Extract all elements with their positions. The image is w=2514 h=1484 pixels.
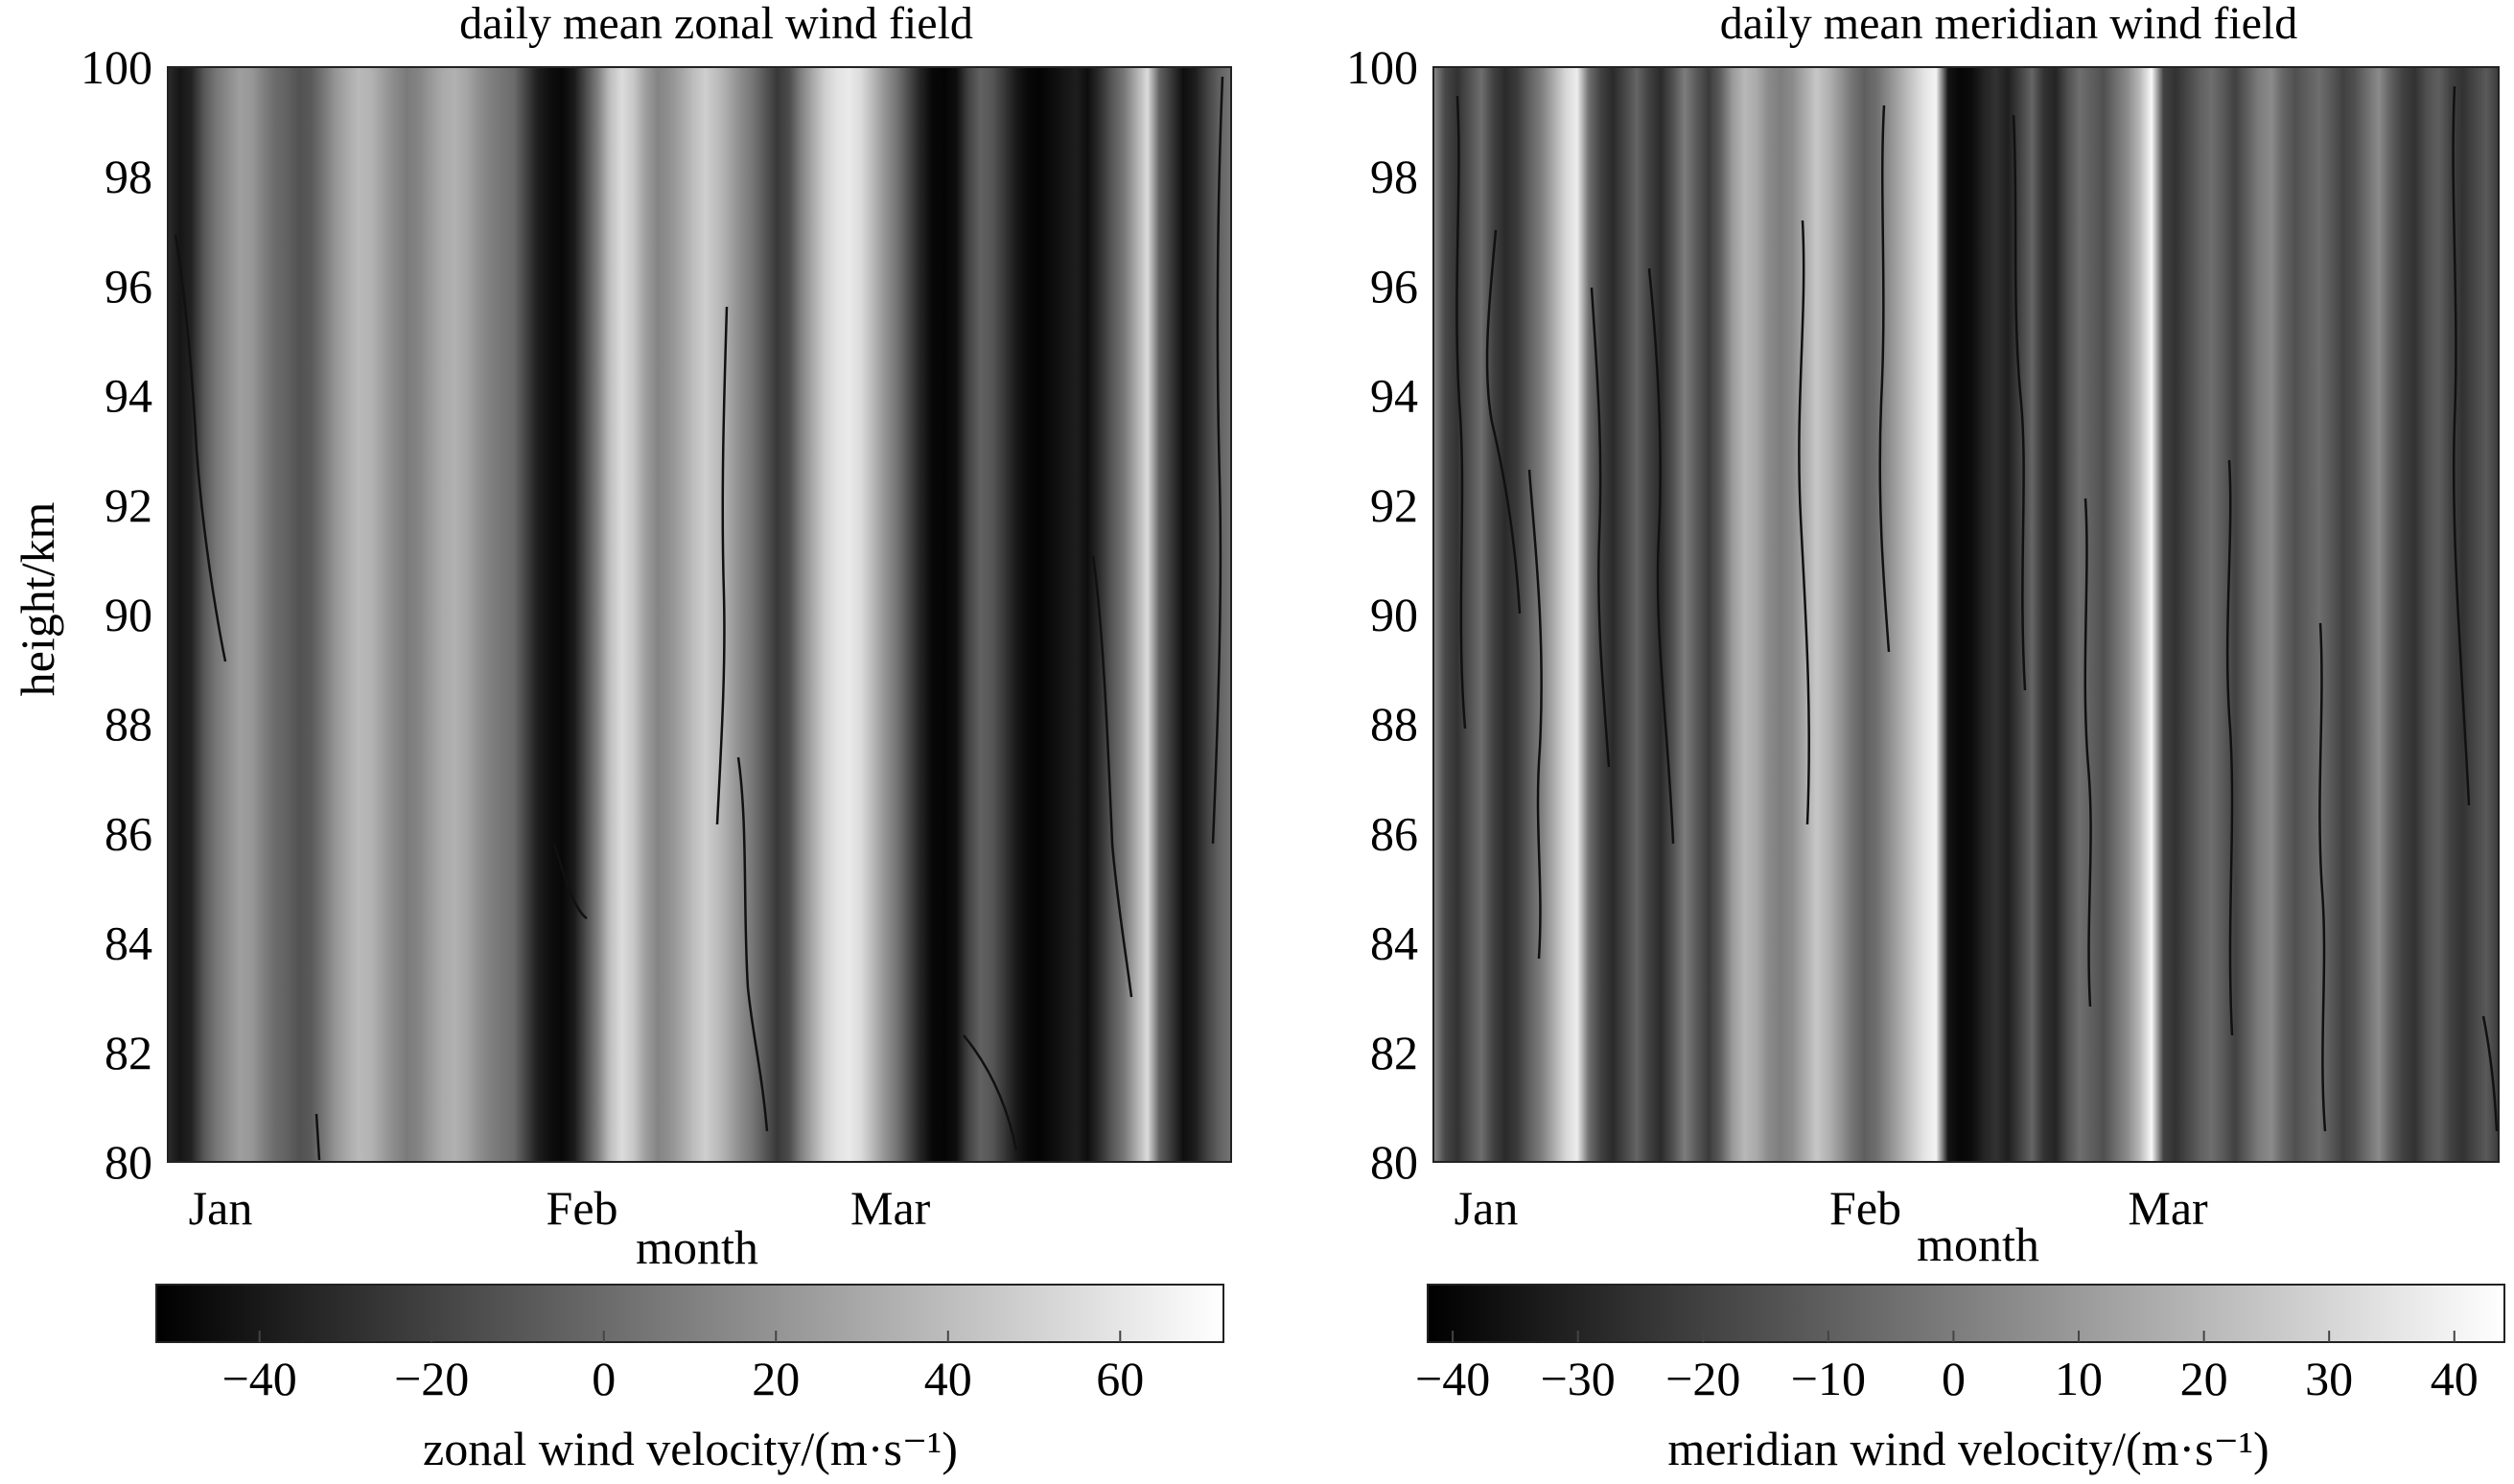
zonal-colorbar-tick-label: 60 <box>1096 1352 1144 1405</box>
zonal-contour-line <box>174 234 227 662</box>
meridian-colorbar-tick-label: 40 <box>2431 1352 2479 1405</box>
meridian-panel: daily mean meridian wind field 100989694… <box>1346 0 2505 1475</box>
zonal-plot-frame <box>167 66 1232 1163</box>
meridian-contour-line <box>2481 1015 2499 1132</box>
zonal-contour-line <box>736 756 769 1132</box>
meridian-y-tick-label: 84 <box>1370 916 1418 970</box>
zonal-x-axis-label: month <box>636 1220 758 1274</box>
zonal-colorbar-tick-label: −40 <box>222 1352 297 1405</box>
zonal-y-tick-label: 100 <box>81 40 152 94</box>
zonal-contour-line <box>963 1034 1018 1151</box>
meridian-y-tick-label: 86 <box>1370 806 1418 860</box>
zonal-contour-line <box>715 306 729 825</box>
meridian-x-tick-label: Feb <box>1829 1181 1901 1235</box>
zonal-colorbar <box>155 1284 1224 1343</box>
zonal-y-tick-label: 86 <box>105 806 152 860</box>
meridian-contour-line <box>1798 220 1810 825</box>
zonal-contour-line <box>552 843 588 920</box>
meridian-contour-line <box>2083 498 2092 1008</box>
zonal-y-tick-label: 88 <box>105 697 152 751</box>
meridian-contour-line <box>1455 95 1467 730</box>
meridian-contour-line <box>2452 85 2471 806</box>
meridian-contour-line <box>2225 459 2234 1036</box>
meridian-y-tick-label: 88 <box>1370 697 1418 751</box>
meridian-x-tick-label: Mar <box>2128 1181 2208 1235</box>
meridian-x-axis-label: month <box>1917 1217 2039 1271</box>
meridian-contour-line <box>1590 287 1611 768</box>
zonal-colorbar-tick-label: −20 <box>394 1352 469 1405</box>
zonal-y-tick-label: 80 <box>105 1135 152 1189</box>
meridian-colorbar-tick-label: 30 <box>2305 1352 2353 1405</box>
meridian-colorbar-tick-label: −10 <box>1791 1352 1866 1405</box>
meridian-colorbar-tick-label: 10 <box>2055 1352 2103 1405</box>
meridian-colorbar-label: meridian wind velocity/(m·s⁻¹) <box>1667 1422 2269 1475</box>
meridian-y-tick-label: 90 <box>1370 588 1418 641</box>
zonal-y-tick-label: 98 <box>105 150 152 203</box>
meridian-contour-line <box>1527 469 1543 960</box>
meridian-y-tick-label: 92 <box>1370 478 1418 532</box>
meridian-y-tick-label: 82 <box>1370 1026 1418 1079</box>
zonal-x-tick-label: Mar <box>850 1181 931 1235</box>
meridian-colorbar-tick-label: −20 <box>1665 1352 1740 1405</box>
meridian-y-tick-label: 80 <box>1370 1135 1418 1189</box>
zonal-y-tick-label: 84 <box>105 916 152 970</box>
meridian-contour-line <box>2012 114 2027 691</box>
meridian-colorbar-tick-label: −30 <box>1541 1352 1616 1405</box>
zonal-x-tick-label: Jan <box>189 1181 253 1235</box>
meridian-contour-line <box>2318 622 2327 1132</box>
meridian-plot-frame <box>1432 66 2500 1163</box>
meridian-y-tick-label: 98 <box>1370 150 1418 203</box>
zonal-y-axis-label: height/km <box>11 502 64 697</box>
meridian-y-tick-label: 94 <box>1370 369 1418 423</box>
meridian-contour-line <box>1647 267 1675 845</box>
zonal-y-tick-label: 92 <box>105 478 152 532</box>
zonal-colorbar-tick-label: 40 <box>924 1352 972 1405</box>
zonal-y-tick-label: 96 <box>105 259 152 313</box>
zonal-panel: daily mean zonal wind field 100 98 96 94 92 9… <box>11 0 1232 1475</box>
meridian-contour-line <box>1485 229 1522 614</box>
zonal-colorbar-label: zonal wind velocity/(m·s⁻¹) <box>423 1422 958 1475</box>
meridian-colorbar-tick-label: 0 <box>1942 1352 1966 1405</box>
zonal-x-tick-label: Feb <box>547 1181 618 1235</box>
meridian-colorbar-tick-label: 20 <box>2180 1352 2228 1405</box>
meridian-chart-title: daily mean meridian wind field <box>1720 0 2297 49</box>
zonal-heatmap <box>168 67 1231 1162</box>
meridian-colorbar <box>1427 1284 2505 1343</box>
meridian-colorbar-tick-label: −40 <box>1415 1352 1490 1405</box>
zonal-chart-title: daily mean zonal wind field <box>459 0 973 49</box>
zonal-contour-line <box>1091 555 1133 998</box>
meridian-y-tick-label: 96 <box>1370 259 1418 313</box>
zonal-contour-line <box>1211 76 1224 845</box>
meridian-y-tick-label: 100 <box>1346 40 1418 94</box>
meridian-x-tick-label: Jan <box>1455 1181 1519 1235</box>
zonal-y-tick-label: 90 <box>105 588 152 641</box>
zonal-y-tick-label: 94 <box>105 369 152 423</box>
zonal-contour-line <box>314 1113 321 1161</box>
zonal-colorbar-tick-label: 0 <box>592 1352 616 1405</box>
zonal-colorbar-tick-label: 20 <box>752 1352 800 1405</box>
meridian-contour-line <box>1878 104 1891 653</box>
meridian-heatmap <box>1433 67 2499 1162</box>
zonal-y-tick-label: 82 <box>105 1026 152 1079</box>
